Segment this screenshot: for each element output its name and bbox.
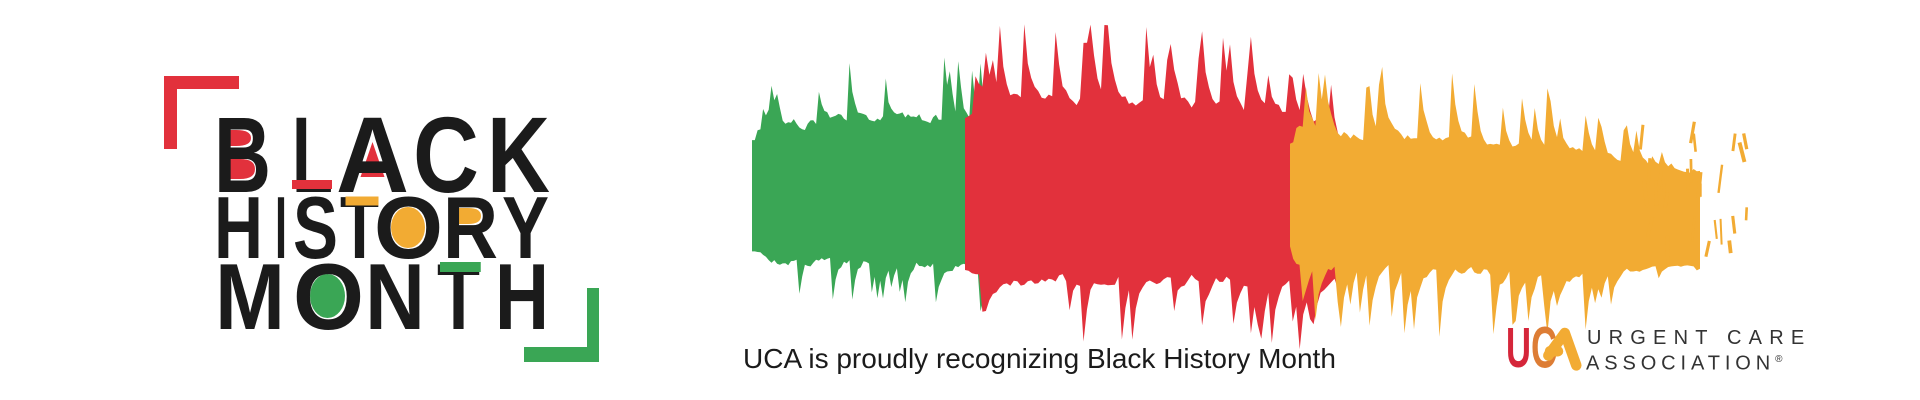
svg-text:U: U bbox=[1506, 316, 1531, 380]
